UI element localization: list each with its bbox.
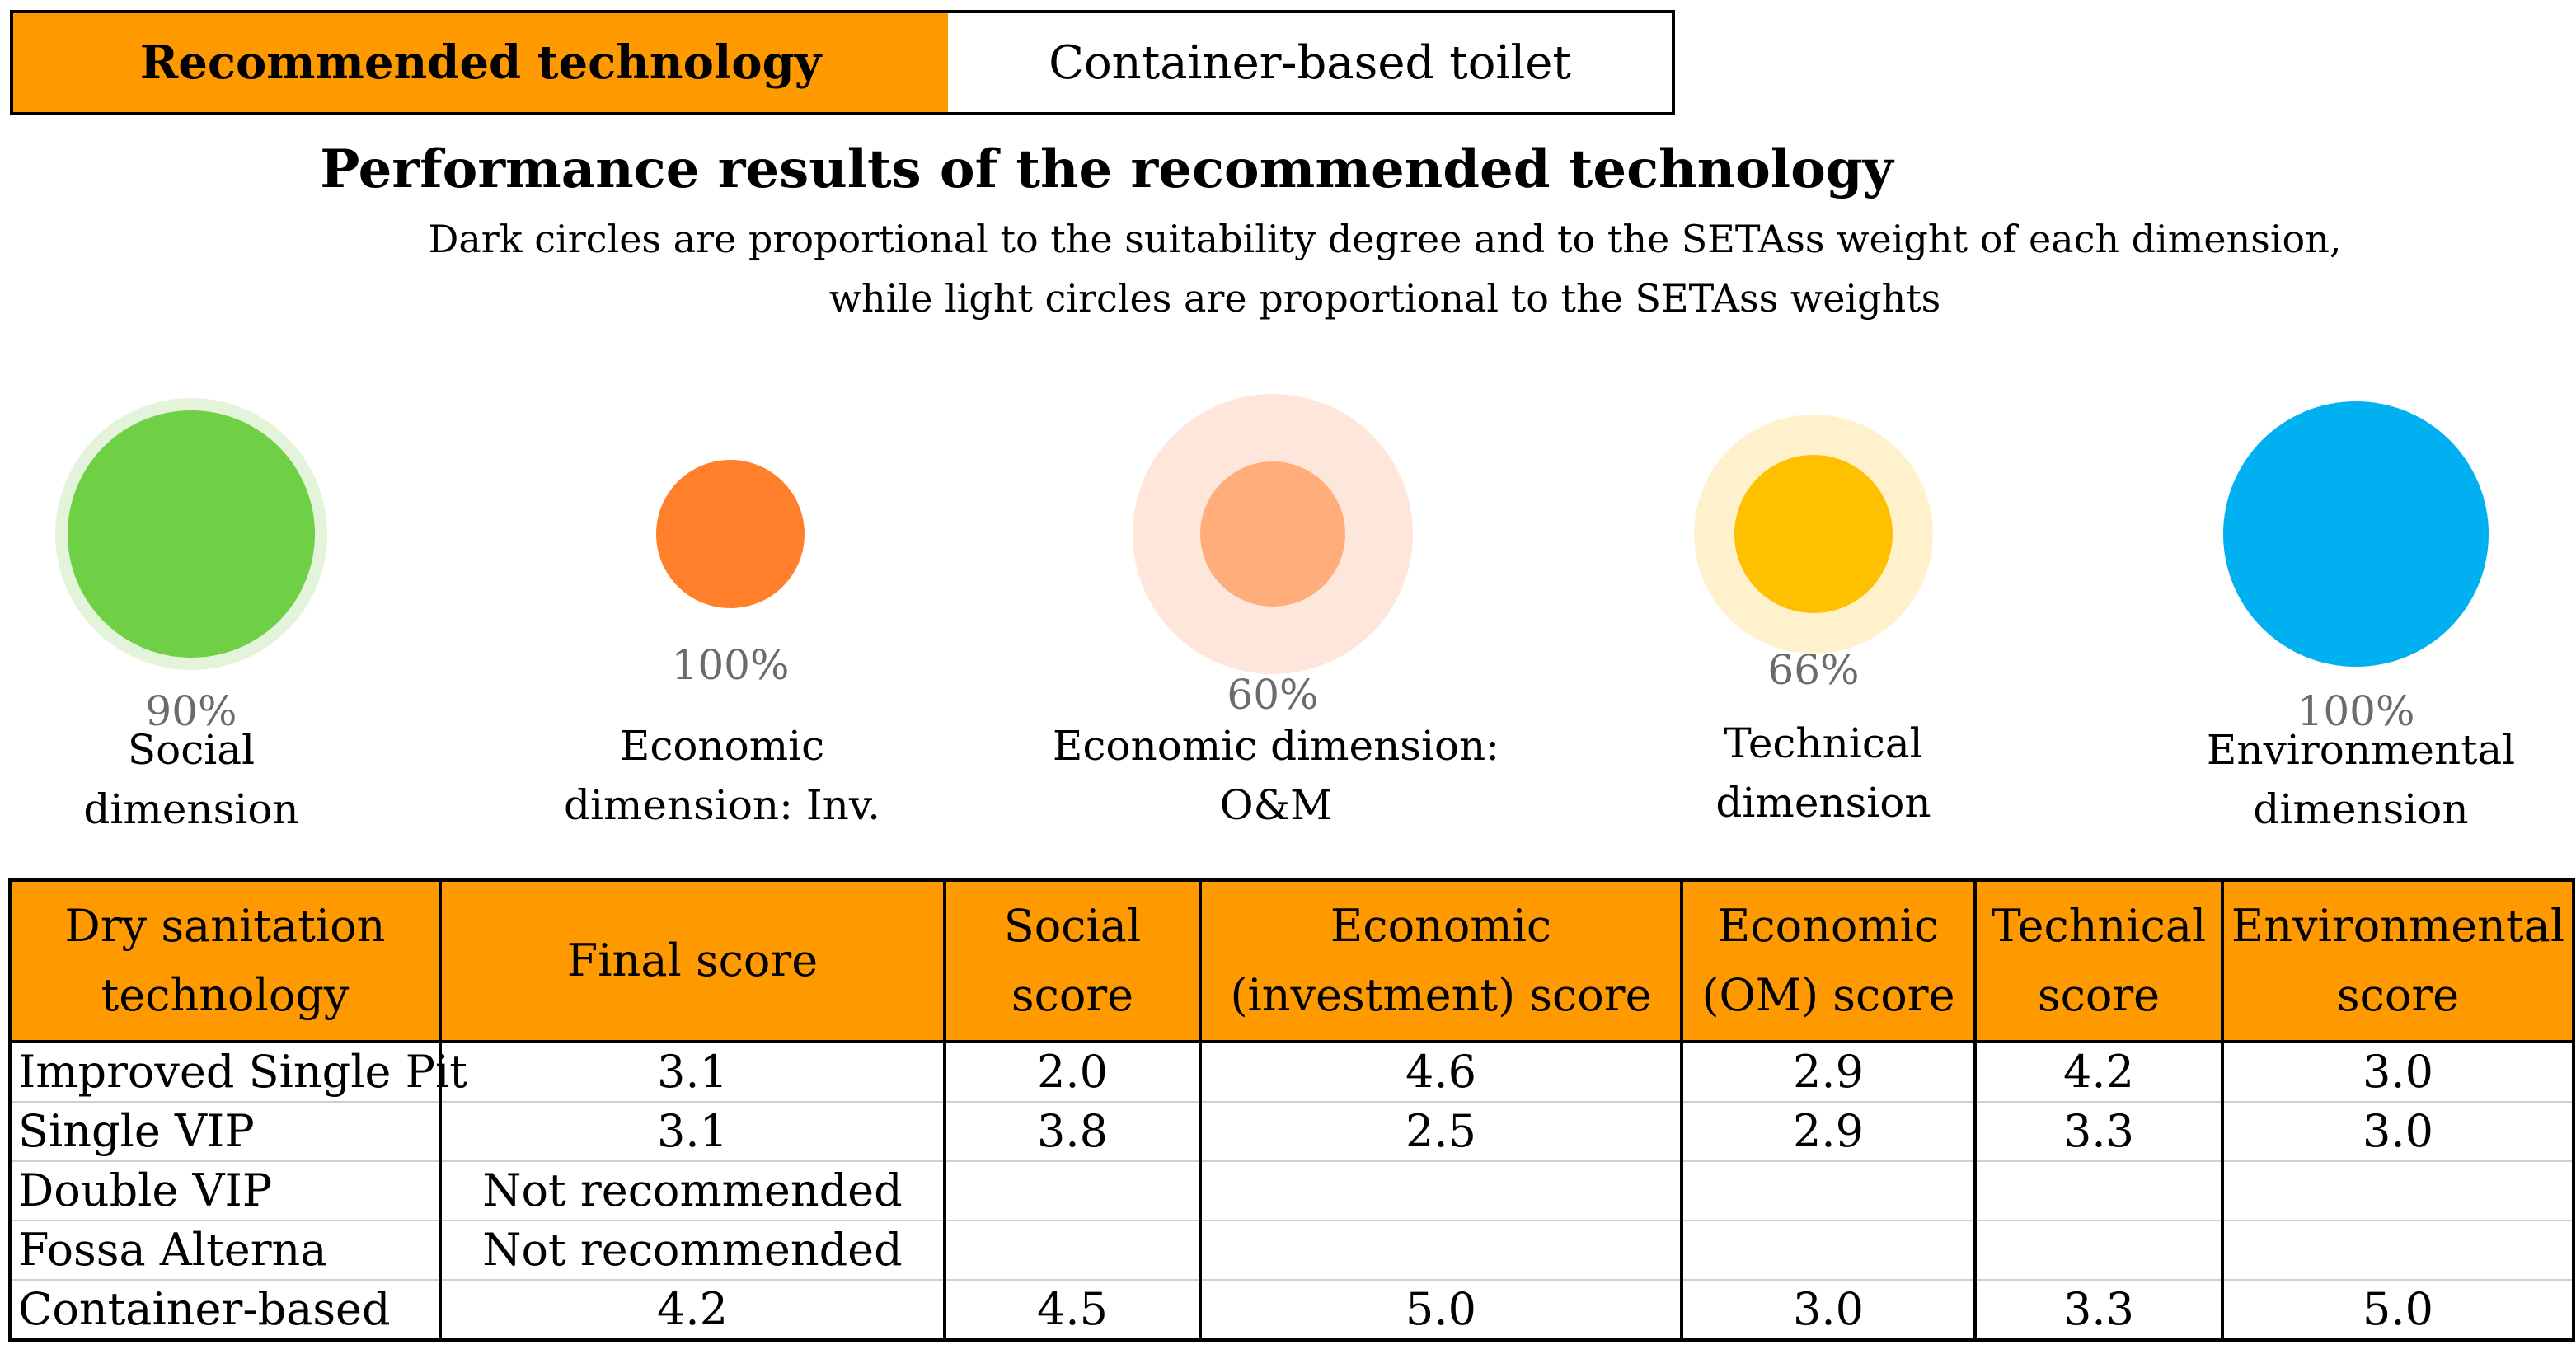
header-technical-score: Technical score xyxy=(1973,878,2224,1043)
header-economic-investment-score: Economic (investment) score xyxy=(1199,878,1683,1043)
recommended-technology-bar: Recommended technology Container-based t… xyxy=(10,10,1675,115)
environmental-dark-circle xyxy=(2223,401,2489,667)
economic-inv-percent: 100% xyxy=(671,641,790,689)
table-row: Double VIP Not recommended xyxy=(8,1161,2575,1221)
cell-economic-investment-score: 2.5 xyxy=(1199,1102,1683,1162)
social-percent: 90% xyxy=(145,687,237,735)
technical-dark-circle xyxy=(1734,455,1893,613)
cell-technology: Single VIP xyxy=(8,1102,442,1162)
table-row: Single VIP 3.1 3.8 2.5 2.9 3.3 3.0 xyxy=(8,1102,2575,1162)
cell-environmental-score xyxy=(2221,1161,2575,1221)
cell-social-score: 2.0 xyxy=(943,1042,1202,1103)
header-economic-om-score: Economic (OM) score xyxy=(1680,878,1977,1043)
economic-inv-dark-circle xyxy=(656,460,805,608)
cell-final-score: Not recommended xyxy=(439,1161,946,1221)
cell-technical-score: 3.3 xyxy=(1973,1280,2224,1342)
cell-social-score xyxy=(943,1161,1202,1221)
cell-economic-investment-score xyxy=(1199,1220,1683,1281)
header-environmental-score: Environmental score xyxy=(2221,878,2575,1043)
cell-economic-om-score xyxy=(1680,1161,1977,1221)
table-row: Fossa Alterna Not recommended xyxy=(8,1220,2575,1281)
cell-economic-investment-score: 5.0 xyxy=(1199,1280,1683,1342)
header-social-score: Social score xyxy=(943,878,1202,1043)
cell-environmental-score xyxy=(2221,1220,2575,1281)
technical-label: Technical dimension xyxy=(1715,719,1931,827)
economic-om-dark-circle xyxy=(1200,461,1345,607)
environmental-percent: 100% xyxy=(2297,687,2415,735)
scores-table: Dry sanitation technology Final score So… xyxy=(8,878,2575,1342)
cell-economic-om-score: 2.9 xyxy=(1680,1042,1977,1103)
recommended-technology-label: Recommended technology xyxy=(13,13,948,112)
chart-title-text: Performance results of the recommended t… xyxy=(320,138,1893,200)
social-label: Social dimension xyxy=(83,726,299,833)
cell-final-score: 3.1 xyxy=(439,1042,946,1103)
cell-economic-om-score: 3.0 xyxy=(1680,1280,1977,1342)
table-row: Container-based 4.2 4.5 5.0 3.0 3.3 5.0 xyxy=(8,1280,2575,1342)
header-technology: Dry sanitation technology xyxy=(8,878,442,1043)
cell-technology: Double VIP xyxy=(8,1161,442,1221)
cell-technical-score xyxy=(1973,1220,2224,1281)
economic-inv-label: Economic dimension: Inv. xyxy=(563,722,881,829)
cell-economic-om-score xyxy=(1680,1220,1977,1281)
cell-technical-score: 4.2 xyxy=(1973,1042,2224,1103)
table-row: Improved Single Pit 3.1 2.0 4.6 2.9 4.2 … xyxy=(8,1042,2575,1103)
technical-percent: 66% xyxy=(1767,646,1860,694)
cell-final-score: 4.2 xyxy=(439,1280,946,1342)
cell-economic-om-score: 2.9 xyxy=(1680,1102,1977,1162)
cell-technology: Container-based xyxy=(8,1280,442,1342)
economic-om-label: Economic dimension: O&M xyxy=(1052,722,1500,829)
recommended-technology-value: Container-based toilet xyxy=(948,13,1672,112)
chart-subtitle: Dark circles are proportional to the sui… xyxy=(428,217,2342,321)
cell-environmental-score: 5.0 xyxy=(2221,1280,2575,1342)
chart-title: Performance results of the recommended t… xyxy=(0,138,2576,200)
cell-technology: Improved Single Pit xyxy=(8,1042,467,1103)
cell-economic-investment-score: 4.6 xyxy=(1199,1042,1683,1103)
cell-economic-investment-score xyxy=(1199,1161,1683,1221)
table-header-row: Dry sanitation technology Final score So… xyxy=(8,878,2575,1043)
cell-environmental-score: 3.0 xyxy=(2221,1042,2575,1103)
social-dark-circle xyxy=(68,410,315,658)
cell-technical-score: 3.3 xyxy=(1973,1102,2224,1162)
economic-om-percent: 60% xyxy=(1227,671,1319,719)
cell-social-score: 4.5 xyxy=(943,1280,1202,1342)
cell-environmental-score: 3.0 xyxy=(2221,1102,2575,1162)
cell-technology: Fossa Alterna xyxy=(8,1220,442,1281)
environmental-label: Environmental dimension xyxy=(2206,726,2516,833)
cell-social-score xyxy=(943,1220,1202,1281)
cell-technical-score xyxy=(1973,1161,2224,1221)
cell-final-score: Not recommended xyxy=(439,1220,946,1281)
cell-social-score: 3.8 xyxy=(943,1102,1202,1162)
header-final-score: Final score xyxy=(439,878,946,1043)
cell-final-score: 3.1 xyxy=(439,1102,946,1162)
